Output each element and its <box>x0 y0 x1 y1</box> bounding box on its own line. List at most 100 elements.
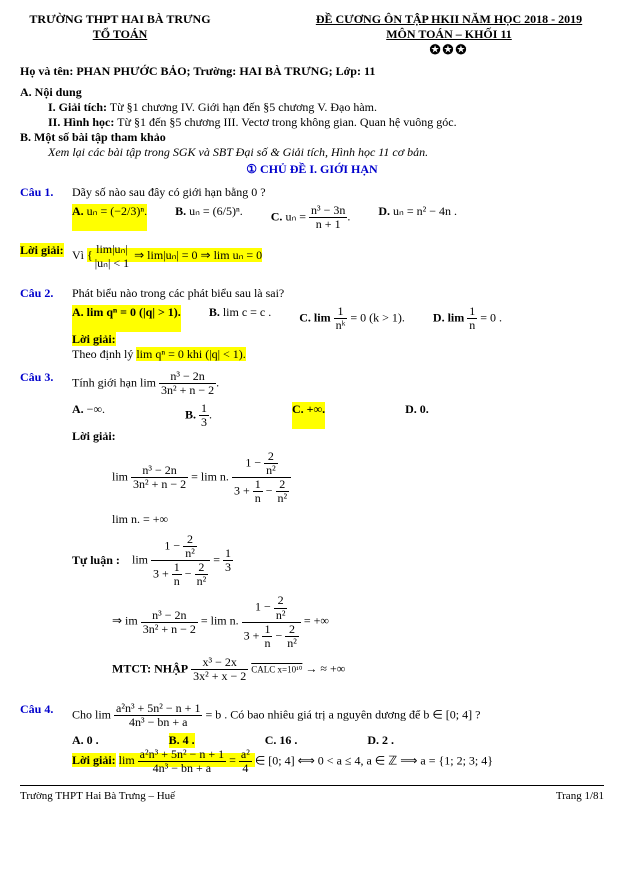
b-note: Xem lại các bài tập trong SGK và SBT Đại… <box>48 145 604 160</box>
q4-sol-post: ∈ [0; 4] ⟺ 0 < a ≤ 4, a ∈ ℤ ⟹ a = {1; 2;… <box>255 753 493 767</box>
q3-options: A. −∞. B. 13. C. +∞. D. 0. <box>72 402 604 429</box>
q3-tuluan-row: Tự luận : lim 1 − 2n² 3 + 1n − 2n² = 13 <box>72 533 604 589</box>
q3-l1-lden: 3n² + n − 2 <box>131 478 188 491</box>
q1-body: Dãy số nào sau đây có giới hạn bằng 0 ? … <box>72 185 604 231</box>
q2-text: Phát biểu nào trong các phát biểu sau là… <box>72 286 604 301</box>
q2-d-pre: D. lim <box>433 310 464 324</box>
q1-options: A. uₙ = (−2/3)ⁿ. B. uₙ = (6/5)ⁿ. C. uₙ =… <box>72 204 604 231</box>
q4-opt-c: C. 16 . <box>265 733 298 748</box>
q1-text: Dãy số nào sau đây có giới hạn bằng 0 ? <box>72 185 604 200</box>
q4-d: D. 2 . <box>367 733 394 747</box>
footer: Trường THPT Hai Bà Trưng – Huế Trang 1/8… <box>20 785 604 802</box>
q2-opt-a: A. lim qⁿ = 0 (|q| > 1). <box>72 305 181 332</box>
student-line: Họ và tên: PHAN PHƯỚC BẢO; Trường: HAI B… <box>20 64 604 79</box>
q1-sol-res: ⇒ lim|uₙ| = 0 ⇒ lim uₙ = 0 <box>134 248 262 262</box>
page: TRƯỜNG THPT HAI BÀ TRƯNG TỔ TOÁN ĐỀ CƯƠN… <box>0 0 624 810</box>
q1-d-label: D. <box>378 204 390 218</box>
q2-sol: Lời giải: Theo định lý lim qⁿ = 0 khi (|… <box>72 332 604 362</box>
q3-mtct-res: → ≈ +∞ <box>305 662 345 676</box>
q4-label: Câu 4. <box>20 702 72 776</box>
q2-c-post: = 0 (k > 1). <box>350 310 405 324</box>
q4-opt-d: D. 2 . <box>367 733 394 748</box>
q2-opt-b: B. lim c = c . <box>209 305 271 332</box>
q4-text: Cho lim a²n³ + 5n² − n + 14n³ − bn + a =… <box>72 702 604 729</box>
question-3: Câu 3. Tính giới hạn lim n³ − 2n3n² + n … <box>20 370 604 689</box>
q3-line4: ⇒ im n³ − 2n3n² + n − 2 = lim n. 1 − 2n²… <box>112 594 604 650</box>
q1-sol-vi: Vì <box>72 248 84 262</box>
q3-l1-lnum: n³ − 2n <box>131 464 188 478</box>
q3-b-pre: B. <box>185 407 196 421</box>
q4-text-pre: Cho lim <box>72 707 111 721</box>
q4-sol: Lời giải: lim a²n³ + 5n² − n + 14n³ − bn… <box>72 748 604 775</box>
q1-sol-label: Lời giải: <box>20 243 72 269</box>
dept-name: TỔ TOÁN <box>20 27 220 42</box>
q4-b: B. 4 . <box>169 733 195 747</box>
ii-label: II. Hình học: <box>48 115 114 129</box>
q1-opt-a: A. uₙ = (−2/3)ⁿ. <box>72 204 147 231</box>
q3-b-den: 3 <box>199 416 209 429</box>
q3-line1: lim n³ − 2n3n² + n − 2 = lim n. 1 − 2n² … <box>112 450 604 506</box>
q4-sol-den: 4n³ − bn + a <box>138 762 226 775</box>
header-right: ĐỀ CƯƠNG ÔN TẬP HKII NĂM HỌC 2018 - 2019… <box>294 12 604 58</box>
q3-l4-res: = +∞ <box>304 614 329 628</box>
q2-sol-label: Lời giải: <box>72 332 116 346</box>
q4-sol-label: Lời giải: <box>72 753 116 767</box>
q1-solution: Lời giải: Vì {lim|uₙ||uₙ| < 1 ⇒ lim|uₙ| … <box>20 243 604 269</box>
q3-body: Tính giới hạn lim n³ − 2n3n² + n − 2. A.… <box>72 370 604 689</box>
q3-tnum: n³ − 2n <box>159 370 216 384</box>
q4-sol-pre: lim <box>119 753 135 767</box>
q2-d-den: n <box>467 319 477 332</box>
q4-body: Cho lim a²n³ + 5n² − n + 14n³ − bn + a =… <box>72 702 604 776</box>
q1-sol-expr: {lim|uₙ||uₙ| < 1 ⇒ lim|uₙ| = 0 ⇒ lim uₙ … <box>87 248 262 262</box>
q2-d-post: = 0 . <box>480 310 502 324</box>
name-label: Họ và tên: <box>20 64 73 78</box>
q3-c: C. +∞. <box>292 402 325 416</box>
q2-d-num: 1 <box>467 305 477 319</box>
q1-b-expr: uₙ = (6/5)ⁿ. <box>189 204 243 218</box>
q1-label: Câu 1. <box>20 185 72 231</box>
q3-line2: lim n. = +∞ <box>112 512 604 527</box>
q2-body: Phát biểu nào trong các phát biểu sau là… <box>72 286 604 362</box>
q3-l3-lhs: lim <box>132 552 148 566</box>
q3-b-num: 1 <box>199 402 209 416</box>
q3-opt-d: D. 0. <box>405 402 429 429</box>
q1-c-num: n³ − 3n <box>309 204 347 218</box>
q1-sol-c1: lim|uₙ| <box>93 243 131 256</box>
q3-text: Tính giới hạn lim n³ − 2n3n² + n − 2. <box>72 370 604 397</box>
stars: ✪✪✪ <box>294 42 604 58</box>
q3-d: D. 0. <box>405 402 429 416</box>
q4-sol-rnum: a² <box>239 748 252 762</box>
ii-text: Từ §1 đến §5 chương III. Vectơ trong khô… <box>117 115 456 129</box>
question-4: Câu 4. Cho lim a²n³ + 5n² − n + 14n³ − b… <box>20 702 604 776</box>
q4-sol-eq: = <box>229 753 236 767</box>
q3-mtct-num: x³ − 2x <box>191 656 248 670</box>
school-name: TRƯỜNG THPT HAI BÀ TRƯNG <box>20 12 220 27</box>
q1-b-label: B. <box>175 204 186 218</box>
q4-sol-rden: 4 <box>239 762 252 775</box>
i-text: Từ §1 chương IV. Giới hạn đến §5 chương … <box>110 100 377 114</box>
student-name: PHAN PHƯỚC BẢO; <box>76 64 190 78</box>
q2-sol-text: Theo định lý <box>72 347 133 361</box>
class-label: Lớp: <box>336 64 361 78</box>
q3-l4-lden: 3n² + n − 2 <box>141 623 198 636</box>
q1-a-label: A. <box>72 204 84 218</box>
q3-label: Câu 3. <box>20 370 72 689</box>
q3-l4-lnum: n³ − 2n <box>141 609 198 623</box>
q1-opt-c: C. uₙ = n³ − 3nn + 1. <box>271 204 351 231</box>
question-1: Câu 1. Dãy số nào sau đây có giới hạn bằ… <box>20 185 604 231</box>
q3-mtct-den: 3x² + x − 2 <box>191 670 248 683</box>
q2-a: A. lim qⁿ = 0 (|q| > 1). <box>72 305 181 319</box>
q1-sol-label-text: Lời giải: <box>20 243 64 257</box>
footer-left: Trường THPT Hai Bà Trưng – Huế <box>20 790 175 802</box>
q1-d-expr: uₙ = n² − 4n . <box>393 204 457 218</box>
q3-l4-mid: = lim n. <box>201 614 239 628</box>
q4-sol-num: a²n³ + 5n² − n + 1 <box>138 748 226 762</box>
q2-c-num: 1 <box>334 305 348 319</box>
q3-line3: lim 1 − 2n² 3 + 1n − 2n² = 13 <box>132 533 233 589</box>
header-left: TRƯỜNG THPT HAI BÀ TRƯNG TỔ TOÁN <box>20 12 220 58</box>
q3-opt-c: C. +∞. <box>292 402 325 429</box>
q2-c-den: nᵏ <box>334 319 348 332</box>
i-line: I. Giải tích: Từ §1 chương IV. Giới hạn … <box>48 100 604 115</box>
q4-c: C. 16 . <box>265 733 298 747</box>
q3-mtct-label: MTCT: NHẬP <box>112 662 188 676</box>
